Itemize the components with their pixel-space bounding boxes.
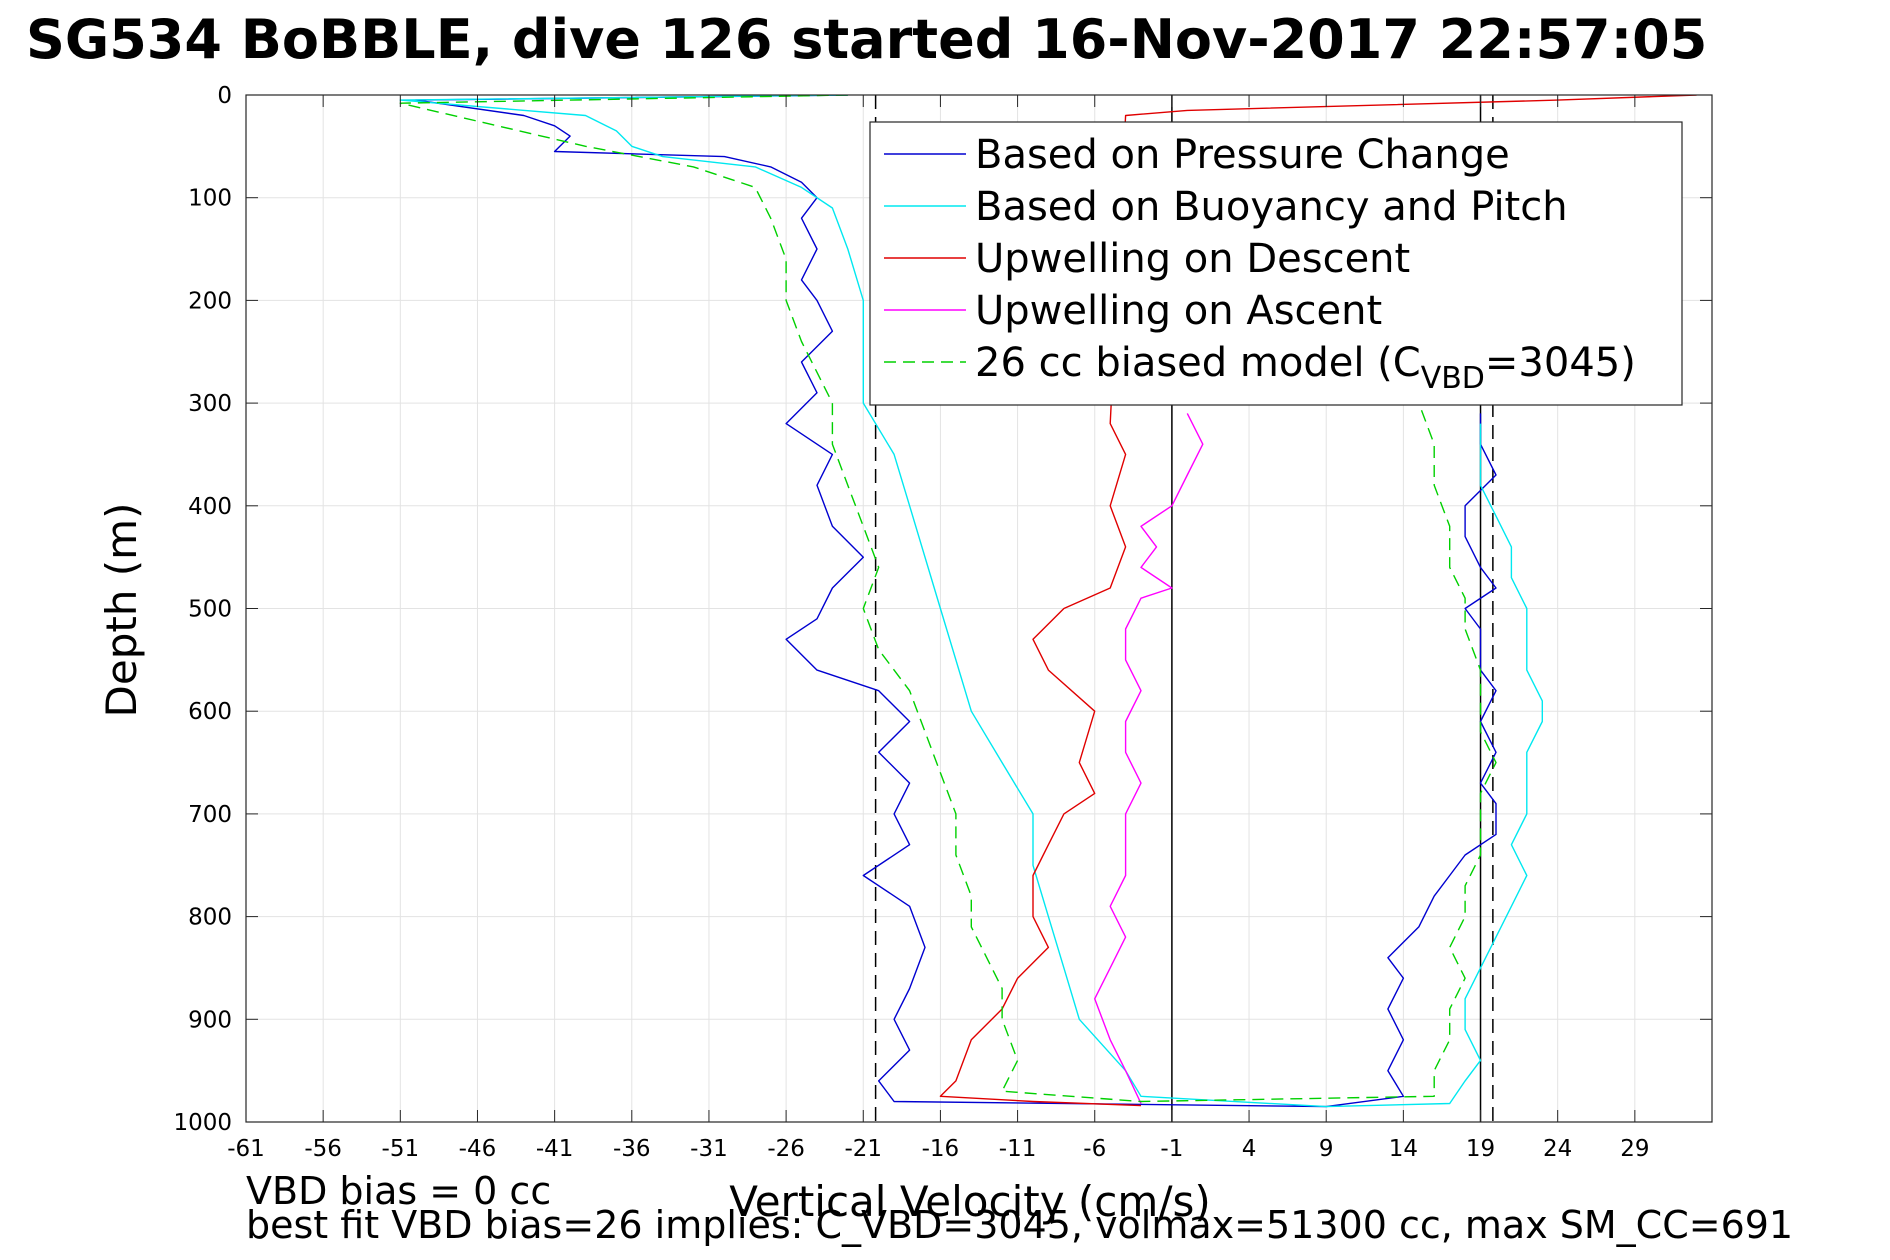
y-tick-label: 300 xyxy=(188,391,232,417)
x-tick-label: -61 xyxy=(227,1136,265,1162)
y-tick-label: 0 xyxy=(217,83,232,109)
data-series xyxy=(399,95,1697,1108)
x-tick-label: 9 xyxy=(1319,1136,1334,1162)
legend-box xyxy=(869,121,1683,406)
x-tick-label: -26 xyxy=(767,1136,805,1162)
series-line-2 xyxy=(399,95,1543,1108)
x-tick-label: 14 xyxy=(1389,1136,1418,1162)
legend-entry: 26 cc biased model (CVBD=3045) xyxy=(975,340,1636,396)
x-tick-label: 4 xyxy=(1242,1136,1257,1162)
legend: Based on Pressure Change Based on Buoyanc… xyxy=(869,121,1683,406)
legend-entry: Based on Buoyancy and Pitch xyxy=(975,184,1568,230)
x-tick-label: -56 xyxy=(304,1136,342,1162)
y-tick-label: 100 xyxy=(188,186,232,212)
x-tick-label: -16 xyxy=(922,1136,960,1162)
x-tick-label: -51 xyxy=(382,1136,420,1162)
y-tick-label: 800 xyxy=(188,905,232,931)
axes xyxy=(245,94,1713,1123)
y-tick-label: 700 xyxy=(188,802,232,828)
y-tick-label: 400 xyxy=(188,494,232,520)
x-tick-label: 29 xyxy=(1620,1136,1649,1162)
legend-entry: Upwelling on Ascent xyxy=(975,288,1382,334)
x-tick-label: 24 xyxy=(1543,1136,1572,1162)
y-tick-label: 900 xyxy=(188,1007,232,1033)
y-tick-label: 1000 xyxy=(173,1110,232,1136)
annotation-vbd-bias: VBD bias = 0 cc xyxy=(246,1169,551,1213)
series-line-5 xyxy=(399,95,1497,1103)
x-tick-label: -1 xyxy=(1160,1136,1183,1162)
x-tick-label: -31 xyxy=(690,1136,728,1162)
x-tick-label: -36 xyxy=(613,1136,651,1162)
y-tick-label: 600 xyxy=(188,699,232,725)
x-axis-label: Vertical Velocity (cm/s) xyxy=(729,1177,1210,1226)
series-line-3 xyxy=(939,95,1697,1107)
x-tick-label: -21 xyxy=(844,1136,882,1162)
annotation-best-fit: best fit VBD bias=26 implies: C_VBD=3045… xyxy=(246,1203,1793,1247)
y-tick-label: 200 xyxy=(188,288,232,314)
series-line-1 xyxy=(415,95,1497,1108)
x-tick-label: -6 xyxy=(1083,1136,1106,1162)
y-tick-label: 500 xyxy=(188,597,232,623)
x-tick-labels: -61 -56 -51 -46 -41 -36 -31 -26 -21 -16 -11 -6 -1 4 9 1… xyxy=(227,1136,1649,1162)
chart-title: SG534 BoBBLE, dive 126 started 16-Nov-20… xyxy=(26,8,1707,71)
legend-entry: Based on Pressure Change xyxy=(975,132,1510,178)
legend-entry: Upwelling on Descent xyxy=(975,236,1410,282)
x-tick-label: -46 xyxy=(459,1136,497,1162)
x-tick-label: -11 xyxy=(999,1136,1037,1162)
x-tick-label: 19 xyxy=(1466,1136,1495,1162)
y-axis-label: Depth (m) xyxy=(97,503,146,718)
x-tick-label: -41 xyxy=(536,1136,574,1162)
series-line-4 xyxy=(1094,413,1204,1104)
y-tick-labels: 0 100 200 300 400 500 600 700 800 900 1000 xyxy=(173,83,232,1136)
